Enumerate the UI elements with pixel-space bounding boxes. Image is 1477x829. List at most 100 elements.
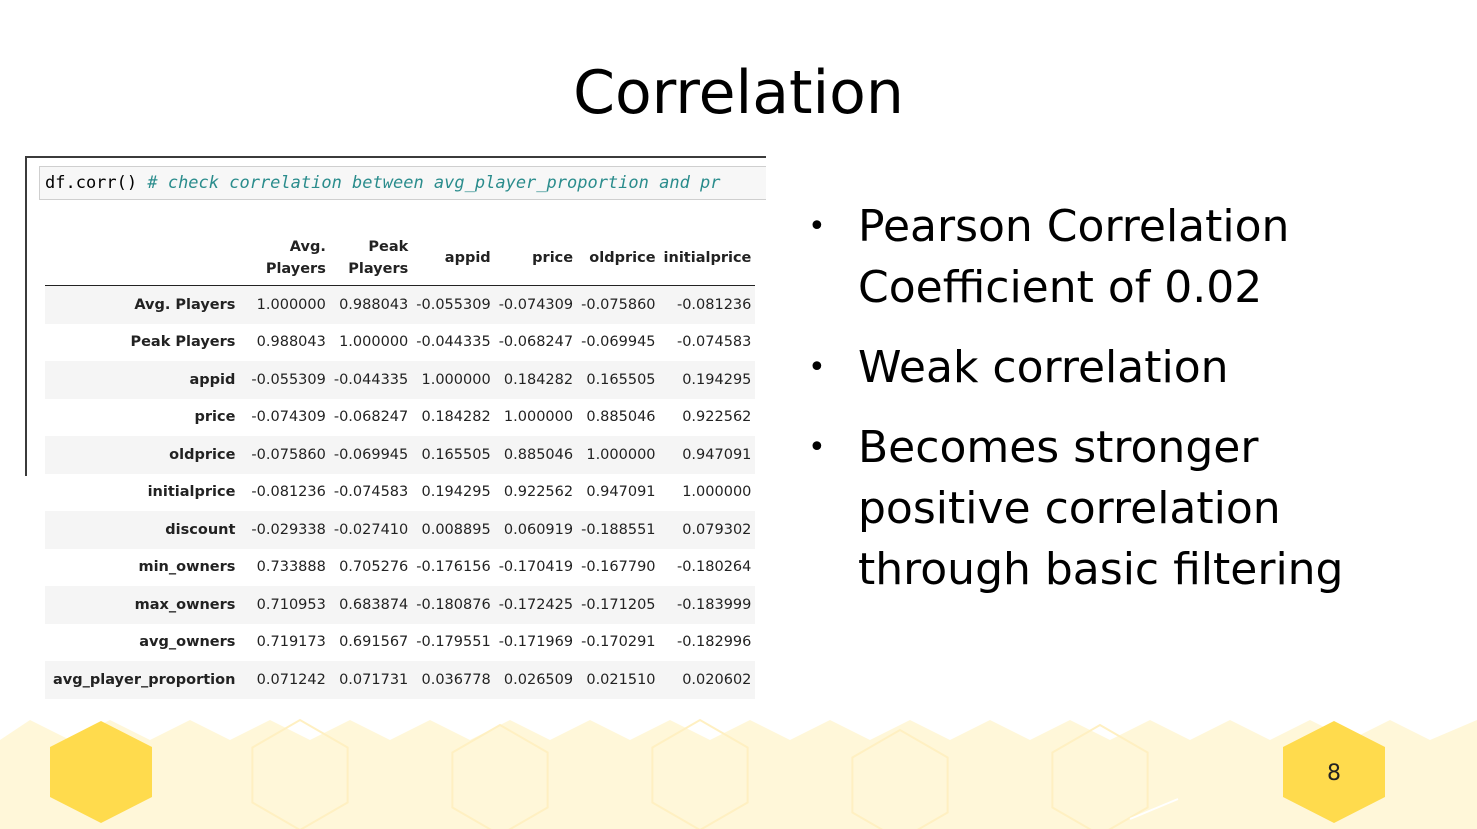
- table-cell: 1.000000: [256, 296, 326, 313]
- faint-hexagon-outline: [651, 718, 749, 829]
- table-cell: 0.020602: [682, 671, 752, 688]
- row-label: Avg. Players: [134, 296, 236, 313]
- table-row: Avg. Players 1.000000 0.988043 -0.055309 -0.…: [45, 285, 756, 324]
- table-cell: 0.988043: [256, 334, 326, 351]
- table-cell: 0.733888: [256, 559, 326, 576]
- table-cell: 1.000000: [339, 334, 409, 351]
- table-row: discount -0.029338 -0.027410 0.008895 0.0609…: [45, 511, 756, 549]
- column-header: appid: [412, 231, 495, 286]
- faint-hexagon-outline: [251, 718, 349, 829]
- row-label: appid: [189, 371, 236, 388]
- table-row: min_owners 0.733888 0.705276 -0.176156 -0.17…: [45, 549, 755, 587]
- table-cell: -0.171969: [498, 634, 574, 651]
- table-cell: -0.171205: [581, 596, 656, 613]
- table-cell: -0.074583: [676, 334, 752, 351]
- hexagon-page-number: [1283, 721, 1385, 823]
- table-cell: -0.170419: [498, 559, 574, 576]
- column-header: price: [494, 231, 578, 286]
- table-cell: 1.000000: [503, 409, 574, 426]
- table-row: max_owners 0.710953 0.683874 -0.180876 -0.17…: [45, 586, 756, 624]
- table-row: oldprice -0.075860 -0.069945 0.165505 0.8850…: [45, 436, 756, 474]
- footer-band: [0, 720, 1477, 829]
- column-header: Avg. Players: [239, 231, 330, 286]
- table-cell: -0.069945: [581, 334, 656, 351]
- table-cell: -0.081236: [676, 296, 752, 313]
- code-cell: df.corr() # check correlation between av…: [39, 166, 766, 200]
- table-cell: -0.055309: [416, 296, 491, 313]
- table-row: price -0.074309 -0.068247 0.184282 1.000000 0…: [45, 399, 755, 437]
- table-cell: 0.885046: [503, 446, 574, 463]
- table-cell: -0.068247: [333, 409, 409, 426]
- row-label: price: [194, 409, 236, 426]
- correlation-table: Avg. Players Peak Players appid price oldprice…: [45, 231, 756, 699]
- table-cell: 0.036778: [421, 671, 491, 688]
- table-cell: -0.176156: [416, 559, 491, 576]
- row-label: oldprice: [169, 446, 236, 463]
- table-row: avg_player_proportion 0.071242 0.071731 0.0…: [45, 661, 756, 699]
- slide-title: Correlation: [573, 58, 904, 128]
- table-cell: 0.165505: [586, 371, 656, 388]
- table-cell: 0.691567: [339, 634, 409, 651]
- table-cell: 0.184282: [503, 371, 574, 388]
- table-cell: 0.071731: [339, 671, 409, 688]
- hexagon-left: [50, 721, 152, 823]
- table-cell: -0.075860: [251, 446, 326, 463]
- table-cell: -0.172425: [498, 596, 574, 613]
- table-cell: 0.922562: [503, 484, 574, 501]
- column-header: Peak Players: [329, 231, 413, 286]
- light-hexagons: [251, 718, 1149, 829]
- table-cell: -0.044335: [416, 334, 491, 351]
- table-row: initialprice -0.081236 -0.074583 0.194295 0.…: [45, 474, 755, 512]
- row-label: min_owners: [138, 559, 236, 576]
- table-row: avg_owners 0.719173 0.691567 -0.179551 -0.17…: [45, 624, 755, 662]
- row-label: discount: [165, 521, 236, 538]
- bullet-item: • Weak correlation: [806, 337, 1366, 398]
- table-cell: 0.710953: [256, 596, 326, 613]
- bullet-dot-icon: •: [808, 350, 826, 385]
- table-cell: -0.180264: [676, 559, 752, 576]
- table-cell: 0.026509: [503, 671, 574, 688]
- table-cell: -0.170291: [581, 634, 656, 651]
- notebook-screenshot: df.corr() # check correlation between av…: [25, 156, 766, 700]
- bullet-text: Pearson Correlation Coefficient of 0.02: [858, 201, 1290, 313]
- table-cell: 1.000000: [586, 446, 656, 463]
- bullet-item: • Pearson Correlation Coefficient of 0.02: [806, 196, 1366, 318]
- faint-hexagon-outline: [851, 728, 949, 829]
- table-cell: -0.188551: [581, 521, 656, 538]
- faint-hexagon-outline: [1051, 723, 1149, 829]
- table-row: Peak Players 0.988043 1.000000 -0.044335 -0.…: [45, 324, 755, 362]
- bullet-text: Becomes stronger positive correlation th…: [858, 422, 1344, 595]
- table-cell: -0.183999: [676, 596, 752, 613]
- table-cell: 0.194295: [682, 371, 752, 388]
- table-cell: -0.074309: [251, 409, 326, 426]
- code-comment: # check correlation between avg_player_p…: [147, 173, 721, 193]
- table-cell: 0.947091: [682, 446, 752, 463]
- table-cell: -0.044335: [333, 371, 409, 388]
- code-call: df.corr(): [45, 173, 148, 193]
- table-cell: -0.074583: [333, 484, 409, 501]
- table-cell: -0.075860: [581, 296, 656, 313]
- table-cell: -0.055309: [251, 371, 326, 388]
- table-cell: 0.947091: [586, 484, 656, 501]
- table-cell: 0.705276: [339, 559, 409, 576]
- table-cell: -0.068247: [498, 334, 574, 351]
- table-cell: 0.184282: [421, 409, 491, 426]
- table-cell: 0.060919: [503, 521, 574, 538]
- table-cell: 0.885046: [586, 409, 656, 426]
- table-cell: -0.180876: [416, 596, 491, 613]
- screenshot-border-top: [25, 156, 766, 158]
- row-label: initialprice: [147, 484, 236, 501]
- table-cell: 0.079302: [682, 521, 752, 538]
- table-cell: -0.179551: [416, 634, 491, 651]
- table-header-row: Avg. Players Peak Players appid price oldprice…: [45, 231, 756, 286]
- bullet-dot-icon: •: [808, 209, 826, 244]
- table-cell: 0.719173: [256, 634, 326, 651]
- row-label: avg_player_proportion: [53, 671, 236, 688]
- bullet-list: • Pearson Correlation Coefficient of 0.02…: [806, 196, 1366, 619]
- table-cell: 0.021510: [586, 671, 656, 688]
- column-header: initialprice: [659, 231, 756, 286]
- footer-accent-line: [1129, 798, 1179, 820]
- table-cell: -0.182996: [676, 634, 752, 651]
- column-header: oldprice: [577, 231, 660, 286]
- honeycomb-footer: [0, 718, 1477, 829]
